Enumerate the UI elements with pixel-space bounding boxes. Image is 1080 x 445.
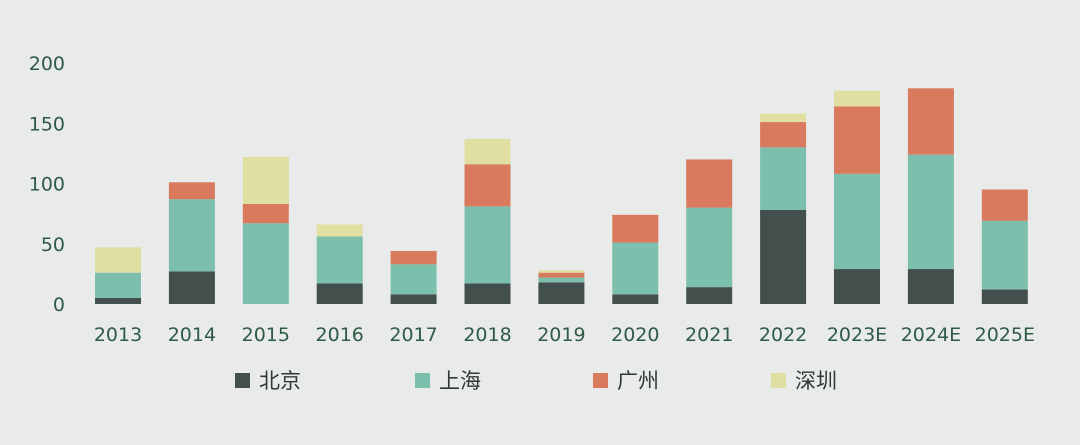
bar-segment <box>464 206 511 284</box>
bar-segment <box>612 242 659 295</box>
bar-segment <box>168 199 215 272</box>
y-tick-label: 0 <box>53 294 65 316</box>
bar-segment <box>242 156 289 204</box>
x-tick-label: 2016 <box>316 324 364 346</box>
x-tick-label: 2024E <box>901 324 961 346</box>
bar-segment <box>316 283 363 304</box>
legend-swatch <box>771 373 786 388</box>
x-tick-label: 2017 <box>389 324 437 346</box>
bar-segment <box>390 264 437 295</box>
bar-segment <box>95 247 141 273</box>
x-tick-label: 2020 <box>611 324 659 346</box>
y-tick-label: 150 <box>29 113 65 135</box>
bar-segment <box>907 88 954 155</box>
bar-segment <box>390 250 437 265</box>
bar-segment <box>538 270 585 273</box>
legend-item: 北京 <box>235 369 301 393</box>
bar-segment <box>538 272 585 278</box>
x-tick-label: 2025E <box>975 324 1035 346</box>
x-tick-label: 2013 <box>94 324 142 346</box>
bar-segment <box>316 236 363 284</box>
bar-segment <box>464 164 511 207</box>
bar-segment <box>686 287 733 304</box>
bar-segment <box>834 106 880 174</box>
legend-label: 深圳 <box>795 369 837 393</box>
legend-label: 北京 <box>259 369 301 393</box>
legend-item: 广州 <box>593 369 659 393</box>
bar-segment <box>95 297 141 304</box>
x-tick-label: 2019 <box>537 324 585 346</box>
bar-segment <box>390 294 437 304</box>
bar-segment <box>834 269 880 304</box>
x-tick-label: 2023E <box>827 324 887 346</box>
bar-segment <box>981 289 1028 304</box>
legend-swatch <box>593 373 608 388</box>
bar-segment <box>760 122 807 148</box>
bar-segment <box>907 154 954 270</box>
x-tick-label: 2018 <box>463 324 511 346</box>
y-axis: 0 50 100 150 200 <box>29 53 65 316</box>
bar-segment <box>760 210 807 304</box>
y-tick-label: 200 <box>29 53 65 75</box>
x-tick-label: 2014 <box>168 324 216 346</box>
legend-item: 上海 <box>415 369 481 393</box>
x-tick-label: 2015 <box>242 324 290 346</box>
bar-segment <box>95 272 141 298</box>
bars <box>95 88 1028 304</box>
bar-segment <box>981 220 1028 290</box>
bar-segment <box>464 283 511 304</box>
legend-label: 广州 <box>617 369 659 393</box>
bar-segment <box>316 224 363 237</box>
y-tick-label: 50 <box>41 234 65 256</box>
x-tick-label: 2021 <box>685 324 733 346</box>
bar-segment <box>760 113 807 123</box>
bar-segment <box>834 90 880 107</box>
bar-segment <box>168 182 215 200</box>
bar-segment <box>760 147 807 211</box>
bar-segment <box>981 189 1028 221</box>
bar-segment <box>612 214 659 243</box>
bar-segment <box>168 271 215 304</box>
bar-segment <box>834 173 880 270</box>
legend-label: 上海 <box>439 369 481 393</box>
bar-segment <box>686 159 733 208</box>
y-tick-label: 100 <box>29 174 65 196</box>
bar-segment <box>686 207 733 288</box>
legend: 北京 上海 广州 深圳 <box>235 369 837 393</box>
x-axis: 2013 2014 2015 2016 2017 2018 2019 2020 2021 2022… <box>94 324 1035 346</box>
bar-segment <box>242 223 289 304</box>
bar-segment <box>907 269 954 304</box>
bar-segment <box>242 203 289 224</box>
legend-swatch <box>415 373 430 388</box>
bar-segment <box>538 277 585 283</box>
bar-segment <box>612 294 659 304</box>
legend-item: 深圳 <box>771 369 837 393</box>
x-tick-label: 2022 <box>759 324 807 346</box>
legend-swatch <box>235 373 250 388</box>
bar-segment <box>464 138 511 165</box>
bar-segment <box>538 282 585 304</box>
